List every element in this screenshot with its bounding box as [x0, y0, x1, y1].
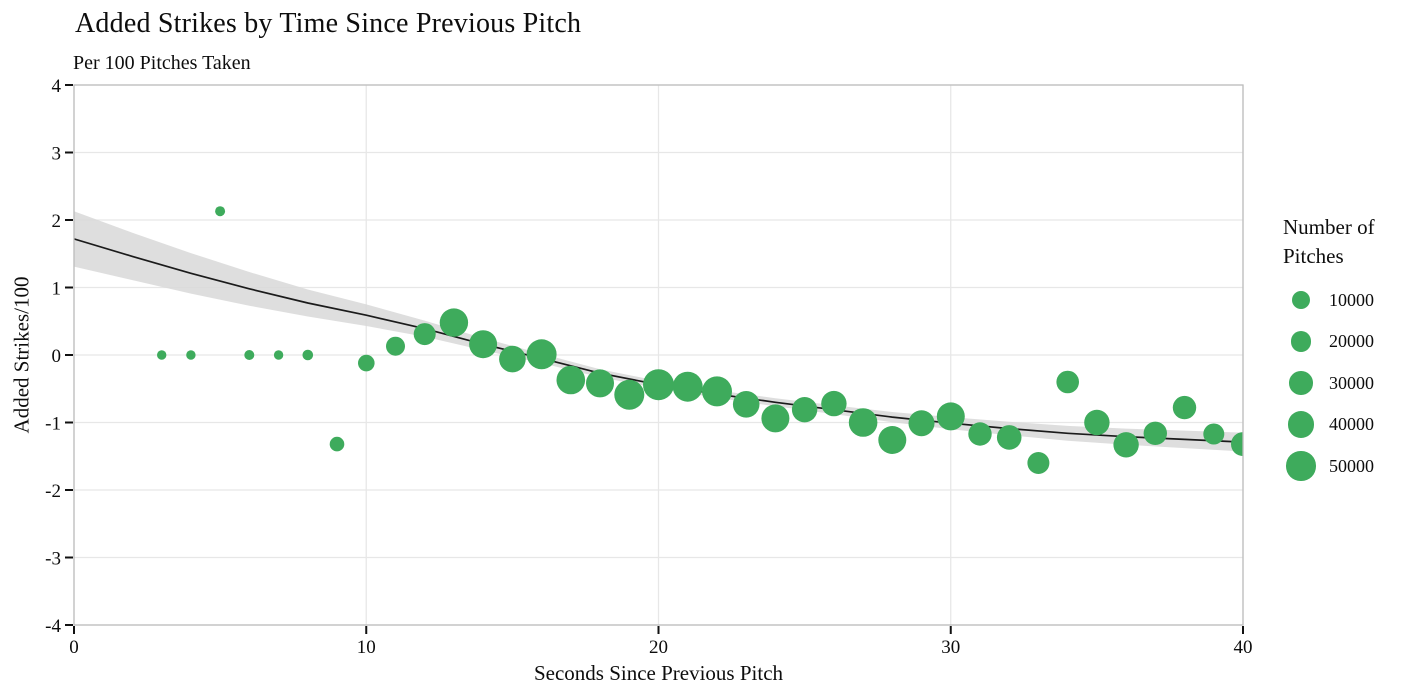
legend-entry: 50000 — [1283, 450, 1374, 482]
panel-border — [73, 84, 1244, 626]
data-bubble — [878, 426, 907, 454]
legend-bubble-cell — [1283, 411, 1319, 438]
chart-subtitle: Per 100 Pitches Taken — [73, 52, 251, 74]
legend-entry-label: 20000 — [1329, 331, 1374, 351]
legend-bubble-icon — [1286, 451, 1316, 481]
legend-bubble-icon — [1289, 371, 1313, 395]
data-bubble — [499, 345, 526, 373]
legend-bubble-icon — [1287, 411, 1315, 438]
data-bubble — [526, 339, 557, 370]
y-axis-title: Added Strikes/100 — [9, 276, 34, 434]
data-bubble — [439, 308, 469, 337]
data-bubble — [908, 410, 935, 437]
data-bubble — [821, 390, 847, 417]
data-bubble — [556, 365, 586, 395]
y-tick-label: -3 — [45, 549, 61, 570]
data-bubble — [702, 376, 732, 407]
data-bubble — [386, 336, 405, 356]
data-bubble — [761, 404, 790, 433]
data-bubble — [244, 350, 255, 360]
data-bubble — [1084, 409, 1110, 436]
legend-bubble-cell — [1283, 451, 1319, 481]
data-bubble — [358, 354, 375, 372]
y-tick-label: -4 — [45, 616, 61, 637]
legend-bubble-icon — [1290, 331, 1312, 352]
data-bubble — [1143, 421, 1168, 445]
data-bubble — [996, 425, 1022, 450]
y-tick-label: 3 — [52, 144, 62, 165]
data-bubble — [614, 379, 645, 410]
x-axis-title: Seconds Since Previous Pitch — [533, 661, 784, 685]
legend-bubble-icon — [1292, 291, 1310, 309]
data-bubble — [413, 323, 436, 346]
data-bubble — [186, 350, 196, 360]
data-bubble — [1027, 452, 1050, 474]
y-tick-label: -1 — [45, 414, 61, 435]
data-bubble — [215, 206, 226, 217]
legend-title-line-2: Pitches — [1283, 244, 1344, 268]
size-legend: Number of Pitches 10000 20000 30000 40000 50… — [1283, 213, 1423, 481]
plot-area — [74, 206, 1243, 474]
data-bubble — [1203, 423, 1225, 445]
y-tick-label: 4 — [52, 76, 62, 97]
data-bubble — [1172, 395, 1197, 420]
data-bubble — [329, 436, 345, 452]
data-bubble — [672, 371, 703, 402]
data-bubble — [791, 397, 818, 423]
data-bubble — [936, 402, 965, 431]
chart-title: Added Strikes by Time Since Previous Pit… — [75, 8, 582, 39]
data-bubble — [273, 350, 284, 360]
legend-entry-label: 50000 — [1329, 455, 1374, 476]
y-tick-label: 1 — [52, 279, 62, 300]
data-bubble — [732, 391, 760, 418]
data-bubble — [1231, 432, 1243, 457]
legend-bubble-cell — [1283, 331, 1319, 352]
y-tick-label: 2 — [52, 211, 62, 232]
data-bubble — [302, 349, 314, 361]
data-bubble — [1056, 370, 1079, 394]
data-bubble — [643, 369, 674, 401]
legend-entry: 30000 — [1283, 367, 1374, 399]
data-bubble — [586, 369, 614, 398]
legend-title-line-1: Number of — [1283, 215, 1375, 239]
data-bubble — [968, 422, 992, 446]
data-bubble — [469, 330, 498, 359]
data-bubble — [157, 350, 167, 360]
data-bubble — [848, 408, 878, 437]
legend-entry-label: 40000 — [1329, 414, 1374, 434]
x-tick-label: 20 — [649, 637, 668, 658]
x-tick-label: 30 — [941, 637, 960, 658]
legend-entry: 20000 — [1283, 326, 1374, 358]
legend-entry: 40000 — [1283, 409, 1374, 441]
legend-bubble-cell — [1283, 371, 1319, 395]
y-tick-label: -2 — [45, 481, 61, 502]
data-bubble — [1113, 432, 1139, 458]
legend-entry: 10000 — [1283, 284, 1374, 316]
legend-entry-label: 10000 — [1329, 289, 1374, 310]
y-tick-label: 0 — [52, 346, 62, 367]
x-tick-label: 0 — [69, 637, 79, 658]
legend-bubble-cell — [1283, 291, 1319, 309]
x-tick-label: 10 — [357, 637, 376, 658]
legend-entry-label: 30000 — [1329, 372, 1374, 393]
x-tick-label: 40 — [1234, 637, 1253, 658]
